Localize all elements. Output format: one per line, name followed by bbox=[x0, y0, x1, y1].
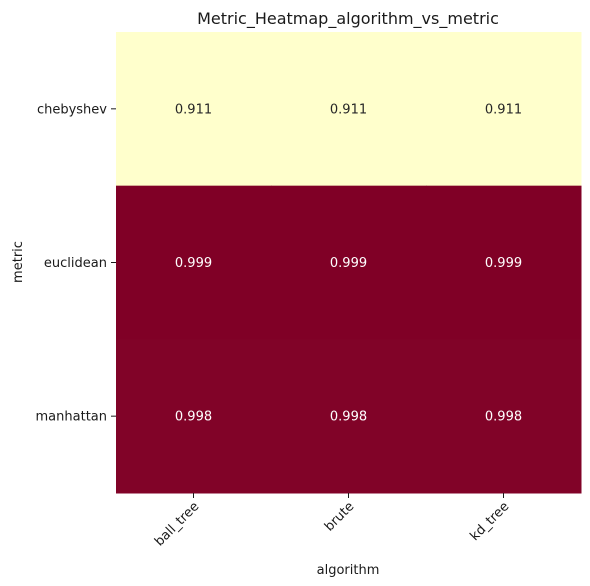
y-axis-label: metric bbox=[11, 241, 26, 283]
y-tick-label: euclidean bbox=[44, 256, 107, 271]
x-tick-label: ball_tree bbox=[152, 499, 202, 549]
x-tick-label: kd_tree bbox=[467, 499, 512, 544]
heatmap-cells bbox=[116, 32, 582, 494]
heatmap-cell bbox=[116, 185, 272, 340]
cell-value-label: 0.911 bbox=[330, 102, 367, 117]
cell-value-label: 0.999 bbox=[485, 256, 522, 271]
heatmap-cell bbox=[271, 339, 427, 494]
x-tick-label: brute bbox=[322, 499, 357, 534]
heatmap-cell-labels: 0.911 0.911 0.911 0.999 0.999 0.999 0.998 0.998… bbox=[175, 102, 522, 424]
heatmap-cell bbox=[271, 32, 427, 187]
cell-value-label: 0.911 bbox=[175, 102, 212, 117]
x-axis-label: algorithm bbox=[317, 563, 380, 578]
chart-title: Metric_Heatmap_algorithm_vs_metric bbox=[197, 9, 499, 29]
y-tick-label: manhattan bbox=[36, 410, 107, 425]
cell-value-label: 0.999 bbox=[330, 256, 367, 271]
cell-value-label: 0.999 bbox=[175, 256, 212, 271]
heatmap-cell bbox=[426, 185, 582, 340]
cell-value-label: 0.998 bbox=[330, 410, 367, 425]
heatmap-cell bbox=[271, 185, 427, 340]
heatmap-cell bbox=[426, 339, 582, 494]
cell-value-label: 0.998 bbox=[485, 410, 522, 425]
heatmap-cell bbox=[426, 32, 582, 187]
heatmap-cell bbox=[116, 32, 272, 187]
cell-value-label: 0.998 bbox=[175, 410, 212, 425]
heatmap-cell bbox=[116, 339, 272, 494]
cell-value-label: 0.911 bbox=[485, 102, 522, 117]
y-tick-label: chebyshev bbox=[37, 102, 107, 117]
